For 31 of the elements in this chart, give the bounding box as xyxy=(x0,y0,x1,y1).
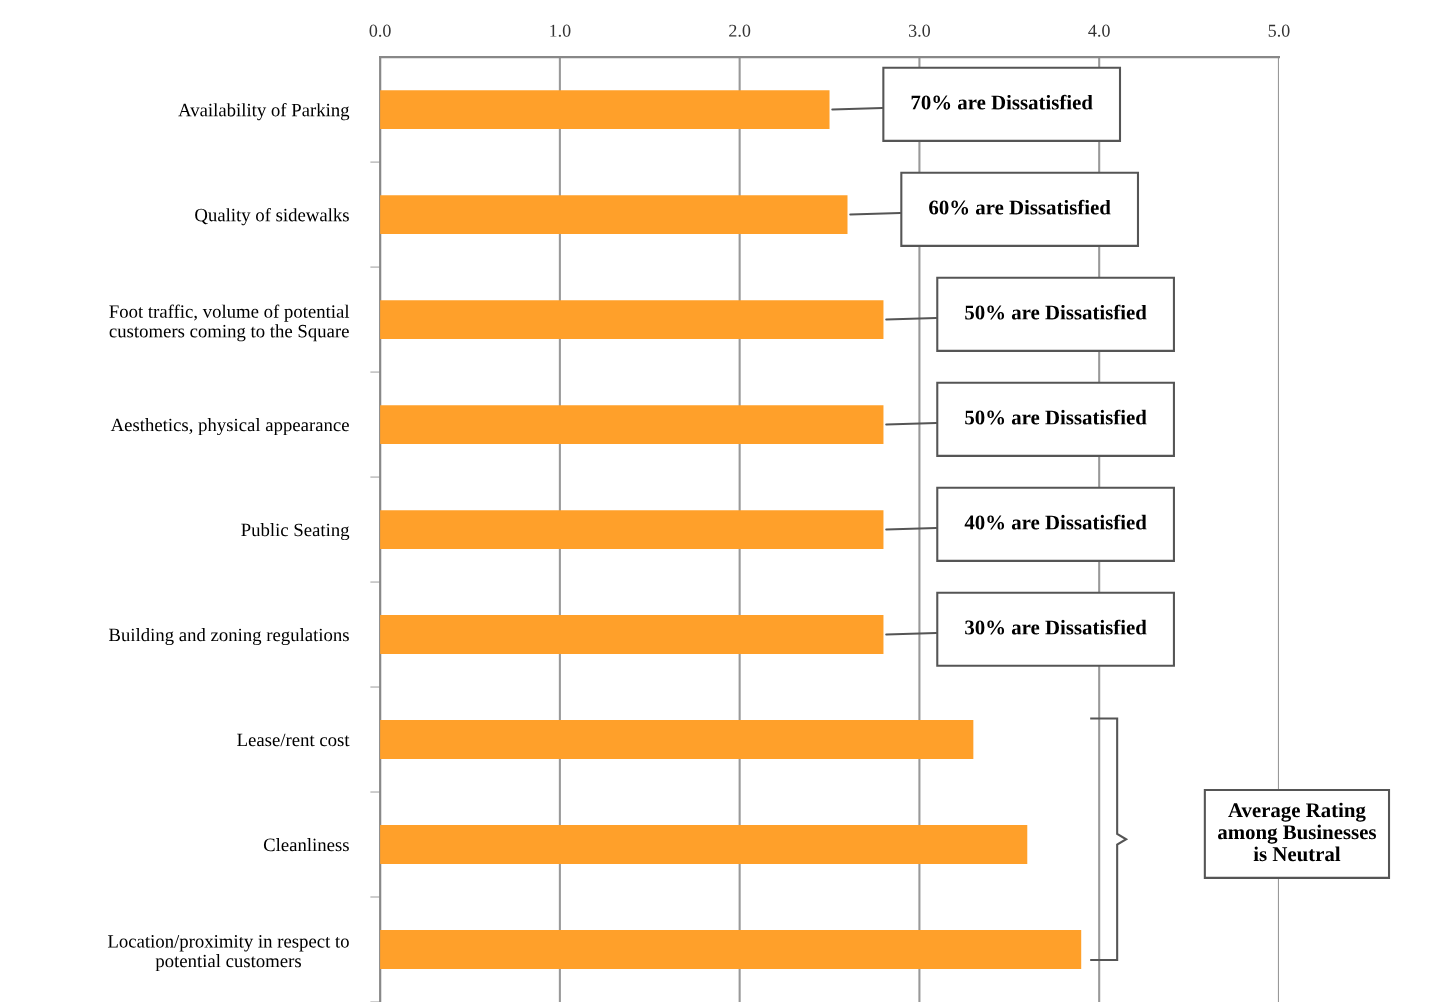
x-tick-label: 1.0 xyxy=(550,24,571,37)
x-tick-label: 3.0 xyxy=(909,24,931,37)
bar xyxy=(380,720,974,759)
y-tick-label: Availability of Parking xyxy=(178,103,350,121)
y-tick-label: Lease/rent cost xyxy=(237,733,350,747)
bar xyxy=(380,615,884,654)
y-tick-label: Cleanliness xyxy=(263,838,349,852)
bar xyxy=(380,195,848,235)
annotation: 60% are Dissatisfied xyxy=(929,199,1111,215)
y-tick-label: Quality of sidewalks xyxy=(195,207,349,226)
x-tick-label: 2.0 xyxy=(729,24,751,37)
annotation: 70% are Dissatisfied xyxy=(911,94,1093,110)
bar xyxy=(380,825,1028,864)
x-tick-label: 4.0 xyxy=(1088,24,1110,37)
y-tick-label: Location/proximity in respect to potential customers xyxy=(107,935,349,972)
annotation: 30% are Dissatisfied xyxy=(965,619,1147,635)
y-tick-label: Aesthetics, physical appearance xyxy=(110,418,349,436)
y-tick-label: Public Seating xyxy=(241,523,350,541)
y-tick-label: Building and zoning regulations xyxy=(108,628,349,646)
annotation: 50% are Dissatisfied xyxy=(965,409,1147,425)
x-tick-label: 0.0 xyxy=(369,24,391,37)
annotation: 50% are Dissatisfied xyxy=(965,304,1147,320)
y-tick-label: Foot traffic, volume of potential customers coming to the Square xyxy=(109,304,350,342)
bar xyxy=(380,930,1082,969)
x-tick-label: 5.0 xyxy=(1268,24,1290,37)
annotation: 40% are Dissatisfied xyxy=(964,514,1147,530)
bar xyxy=(380,510,884,549)
annotation: Average Rating among Businesses is Neutral xyxy=(1218,802,1377,862)
bar xyxy=(380,405,884,444)
bar xyxy=(380,90,830,130)
bar xyxy=(380,300,884,339)
